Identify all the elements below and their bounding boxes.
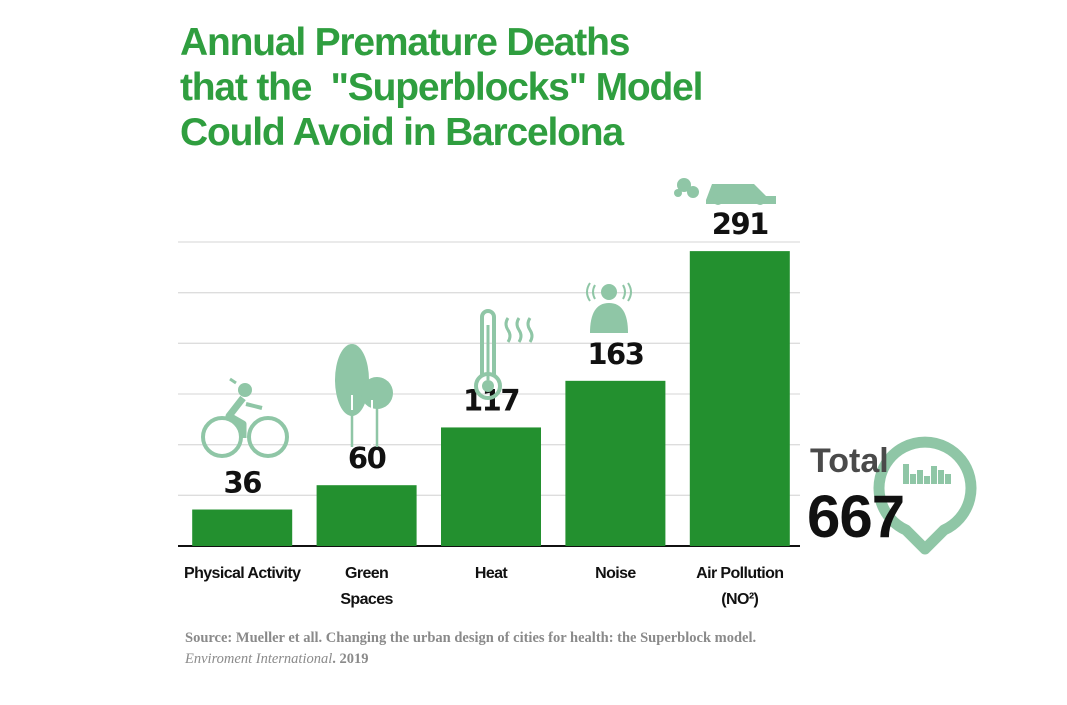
category-label: Physical Activity [184,565,301,582]
data-label: 291 [712,207,768,241]
category-label: Spaces [340,591,393,608]
category-label: Heat [475,565,509,582]
total-label: Total [810,442,889,480]
bar [689,251,790,546]
data-label: 60 [348,441,386,475]
car-exhaust-icon [674,178,776,205]
category-label: Noise [595,565,636,582]
category-label: Green [345,565,388,582]
data-label: 36 [224,466,262,500]
category-label: (NO²) [721,591,758,608]
data-label: 163 [587,337,643,371]
cyclist-icon [201,377,289,458]
bar [192,509,293,546]
source-citation: Source: Mueller et all. Changing the urb… [185,628,785,669]
map-pin-equalizer-icon [873,436,977,555]
source-text: Source: Mueller et all. Changing the urb… [185,630,757,646]
thermometer-icon [474,309,534,400]
title-line: Could Avoid in Barcelona [180,111,624,155]
bar [316,485,417,546]
bar [565,380,666,546]
total-value: 667 [807,483,905,550]
title-line: that the "Superblocks" Model [180,66,703,110]
source-journal: Enviroment International [185,650,333,667]
chart-title: Annual Premature Deaths that the "Superb… [180,20,703,156]
title-line: Annual Premature Deaths [180,21,630,64]
bar [441,427,541,546]
source-year: . 2019 [332,650,369,667]
category-label: Air Pollution [696,565,783,582]
noise-person-icon [586,282,632,333]
trees-icon [335,344,393,447]
